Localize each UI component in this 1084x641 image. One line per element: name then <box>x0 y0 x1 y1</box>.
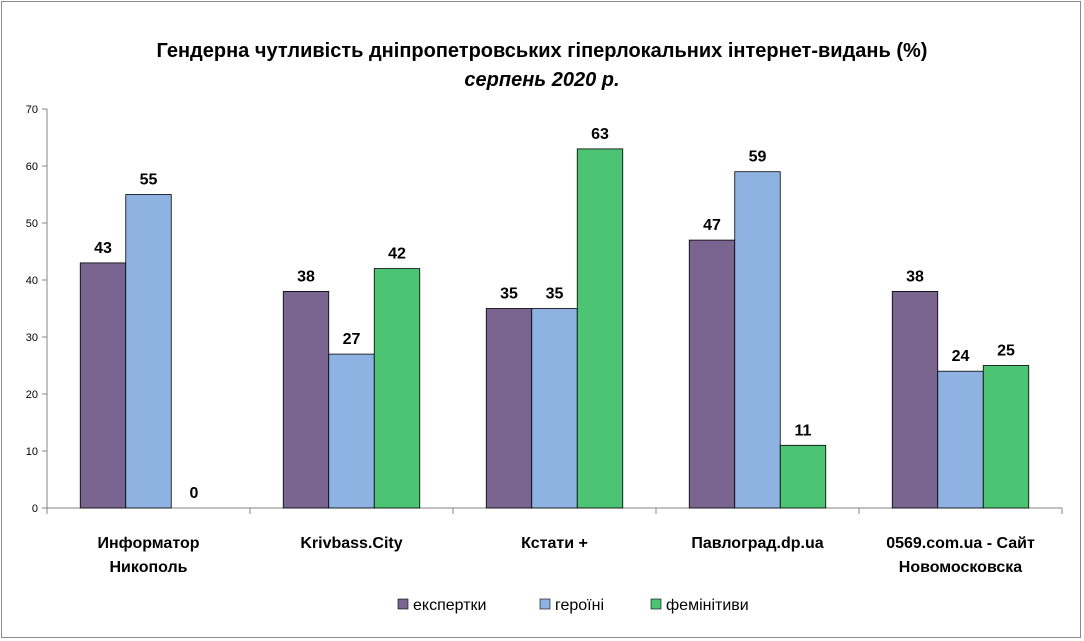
y-tick-label: 60 <box>26 161 38 173</box>
legend-swatch <box>539 598 551 610</box>
y-tick-label: 50 <box>26 218 38 230</box>
data-label: 63 <box>591 126 609 143</box>
bar <box>531 308 578 509</box>
bar <box>937 370 984 509</box>
bar <box>125 194 172 509</box>
category-label: 0569.com.ua - Сайт <box>886 535 1035 552</box>
category-label: Кстати + <box>521 535 588 552</box>
bar <box>576 148 624 509</box>
y-tick-label: 10 <box>26 446 38 458</box>
y-tick-label: 20 <box>26 389 38 401</box>
bar <box>328 353 375 509</box>
bars <box>79 148 1030 509</box>
y-tick-label: 0 <box>32 503 38 515</box>
bar <box>79 262 127 509</box>
y-tick-label: 30 <box>26 332 38 344</box>
bar <box>779 444 827 509</box>
bar <box>734 171 781 509</box>
bar <box>373 268 421 509</box>
data-label: 59 <box>749 149 767 166</box>
data-label: 38 <box>906 268 924 285</box>
data-label: 24 <box>952 348 970 365</box>
chart-subtitle: серпень 2020 р. <box>464 69 619 91</box>
data-label: 55 <box>140 172 158 189</box>
category-label: Никополь <box>110 559 188 576</box>
bar <box>485 308 533 509</box>
legend-swatch <box>397 598 409 610</box>
category-label: Информатор <box>98 535 200 552</box>
data-label: 0 <box>190 485 199 502</box>
bar <box>282 290 330 509</box>
legend: експертки героїні фемінітиви <box>397 597 749 614</box>
legend-label: фемінітиви <box>666 597 749 614</box>
legend-label: експертки <box>413 597 486 614</box>
bar <box>982 365 1030 509</box>
bar <box>891 290 939 509</box>
category-label: Павлоград.dp.ua <box>691 535 823 552</box>
y-tick-label: 40 <box>26 275 38 287</box>
data-label: 38 <box>297 268 315 285</box>
y-tick-label: 70 <box>26 104 38 116</box>
data-label: 25 <box>997 343 1015 360</box>
category-label: Новомосковска <box>899 559 1023 576</box>
data-label: 43 <box>94 240 112 257</box>
category-label: Krivbass.City <box>300 535 402 552</box>
legend-label: героїні <box>555 597 604 614</box>
data-label: 27 <box>343 331 361 348</box>
category-labels: Информатор Никополь Krivbass.City Кстати + П… <box>98 535 1035 576</box>
data-label: 42 <box>388 246 406 263</box>
data-label: 35 <box>546 286 564 303</box>
data-label: 35 <box>500 286 518 303</box>
chart-title: Гендерна чутливість дніпропетровських гі… <box>157 40 928 62</box>
data-label: 47 <box>703 217 721 234</box>
data-labels: 43 55 0 38 27 42 35 35 63 47 59 11 38 24 25 <box>94 126 1015 502</box>
legend-swatch <box>650 598 662 610</box>
data-label: 11 <box>795 422 812 439</box>
bar <box>688 239 736 509</box>
